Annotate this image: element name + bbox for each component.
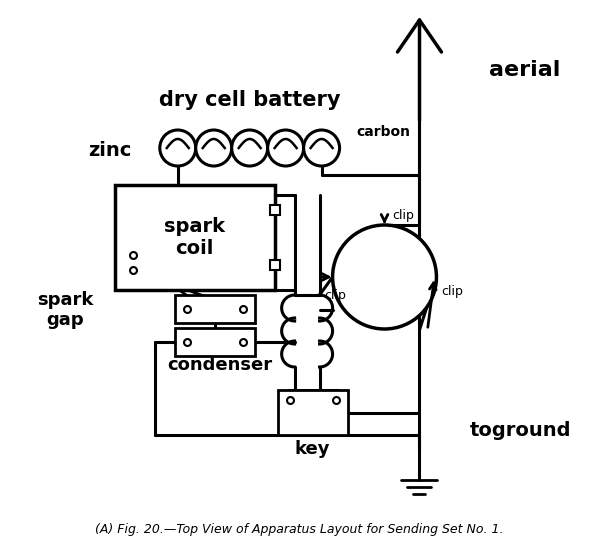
Text: clip: clip [392, 209, 415, 221]
Circle shape [268, 130, 304, 166]
Bar [175, 295, 254, 323]
Bar [278, 390, 347, 435]
Text: clip: clip [442, 285, 463, 299]
Text: clip: clip [325, 289, 346, 302]
Circle shape [304, 130, 340, 166]
Circle shape [332, 225, 436, 329]
Bar [175, 328, 254, 356]
Bar [269, 260, 280, 270]
Bar [269, 205, 280, 215]
Text: carbon: carbon [356, 125, 410, 139]
Text: toground: toground [469, 421, 571, 440]
Circle shape [160, 130, 196, 166]
Circle shape [232, 130, 268, 166]
Circle shape [196, 130, 232, 166]
Text: dry cell battery: dry cell battery [159, 90, 340, 110]
Text: (A) Fig. 20.—Top View of Apparatus Layout for Sending Set No. 1.: (A) Fig. 20.—Top View of Apparatus Layou… [95, 524, 504, 536]
Text: condenser: condenser [167, 356, 272, 374]
Text: aerial: aerial [490, 60, 561, 80]
Text: spark
gap: spark gap [37, 290, 93, 329]
Text: key: key [295, 440, 331, 458]
Text: spark
coil: spark coil [164, 217, 225, 258]
Bar [115, 185, 275, 290]
Text: zinc: zinc [88, 141, 131, 160]
